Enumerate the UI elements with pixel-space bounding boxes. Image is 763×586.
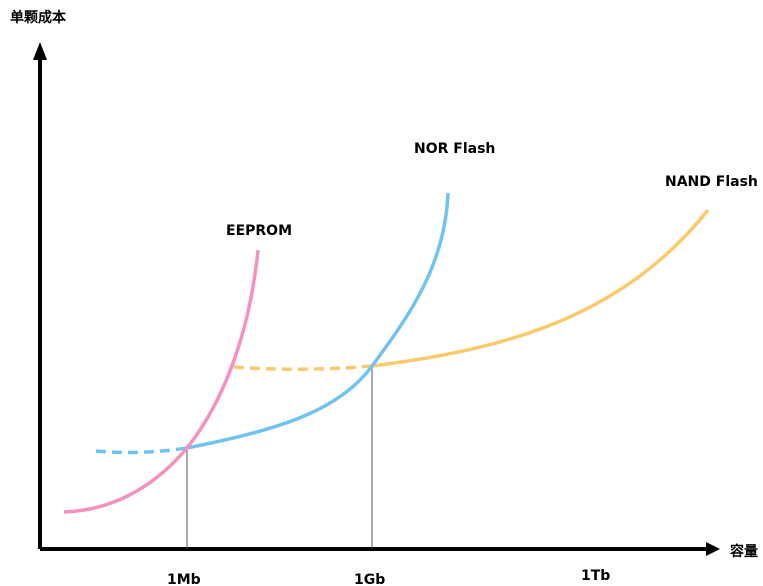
tick-label-1gb: 1Gb bbox=[354, 572, 385, 586]
nand-flash-curve bbox=[371, 208, 710, 368]
nand-flash-curve-dashed bbox=[233, 364, 373, 372]
tick-label-1tb: 1Tb bbox=[581, 568, 610, 584]
y-axis-arrow bbox=[33, 42, 47, 60]
y-axis-title: 单颗成本 bbox=[10, 9, 67, 26]
eeprom-label: EEPROM bbox=[226, 223, 292, 239]
nor-flash-curve-dashed bbox=[95, 446, 188, 455]
eeprom-curve bbox=[63, 249, 260, 514]
nand-flash-label: NAND Flash bbox=[665, 174, 758, 190]
tick-label-1mb: 1Mb bbox=[167, 572, 201, 586]
nor-flash-label: NOR Flash bbox=[414, 141, 495, 157]
x-axis-title: 容量 bbox=[729, 543, 758, 560]
nor-flash-curve bbox=[186, 192, 450, 450]
x-axis-arrow bbox=[706, 542, 720, 556]
